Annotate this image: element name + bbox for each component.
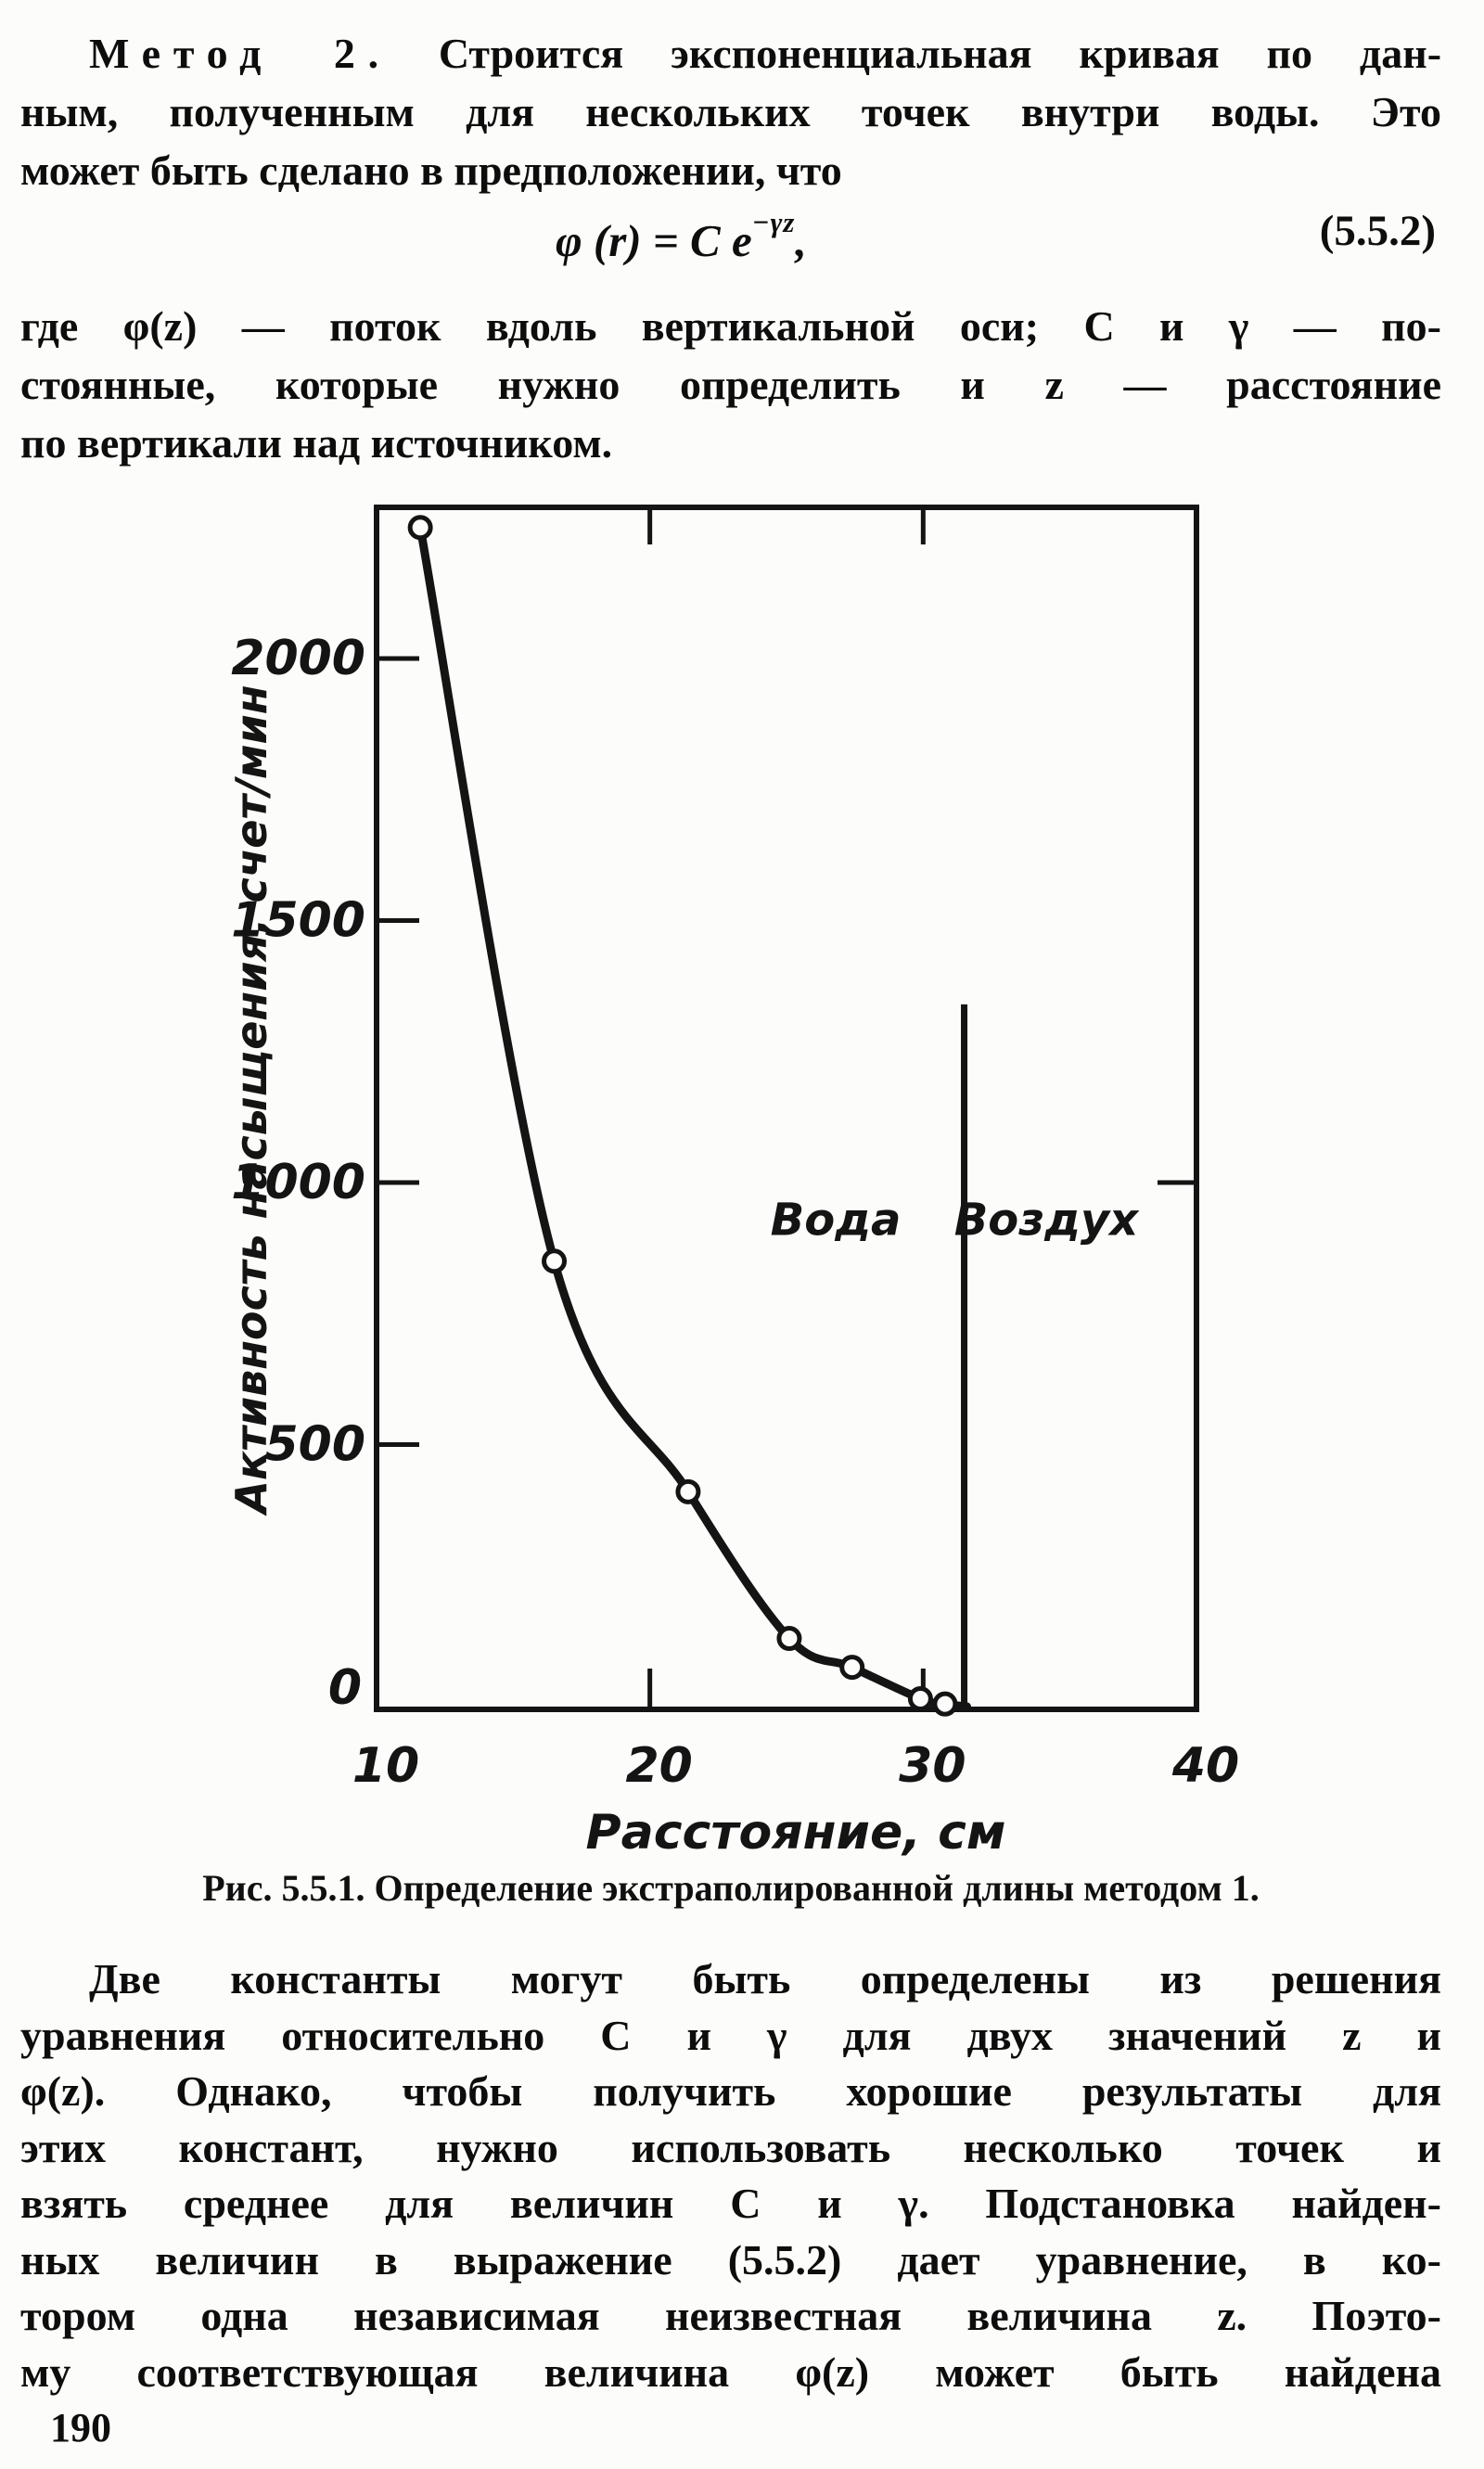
- paragraph-line: может быть сделано в предположении, что: [20, 147, 842, 194]
- region-label-air: Воздух: [954, 1195, 1141, 1247]
- paragraph-method-2: Метод 2. Строится экспоненциальная крива…: [20, 24, 1441, 199]
- y-tick-label: 1000: [231, 1155, 365, 1210]
- paragraph-where-phi: где φ(z) — поток вдоль вертикальной оси;…: [20, 297, 1441, 472]
- y-tick-label: 1500: [231, 893, 365, 949]
- paragraph-line: φ(z). Однако, чтобы получить хорошие рез…: [20, 2067, 1441, 2115]
- paragraph-line: уравнения относительно C и γ для двух зн…: [20, 2011, 1441, 2059]
- region-label-water: Вода: [771, 1195, 902, 1247]
- paragraph-line: где φ(z) — поток вдоль вертикальной оси;…: [20, 302, 1441, 350]
- equation-lhs: φ (r) = C e: [556, 215, 752, 266]
- data-point-marker: [675, 1478, 701, 1504]
- equation-number: (5.5.2): [1319, 207, 1436, 255]
- equation-552-row: φ (r) = C e−γz, (5.5.2): [20, 206, 1441, 273]
- y-axis-title: Активность насыщения, счет/мин: [226, 684, 276, 1516]
- paragraph-line: взять среднее для величин C и γ. Подстан…: [20, 2180, 1441, 2227]
- paragraph-line: стоянные, которые нужно определить и z —…: [20, 361, 1441, 408]
- equation-comma: ,: [795, 215, 807, 266]
- method-2-lead: Метод 2.: [89, 30, 391, 77]
- y-tick-label: 2000: [231, 631, 365, 686]
- x-tick-label: 20: [625, 1738, 692, 1794]
- data-point-marker: [776, 1626, 802, 1652]
- data-point-marker: [542, 1248, 568, 1274]
- data-point-marker: [407, 515, 433, 541]
- x-tick-label: 30: [899, 1738, 966, 1794]
- paragraph-line: ных величин в выражение (5.5.2) дает ура…: [20, 2235, 1441, 2284]
- y-origin-label: 0: [328, 1660, 362, 1716]
- paragraph-line: этих констант, нужно использовать нескол…: [20, 2123, 1441, 2171]
- data-point-marker: [932, 1691, 958, 1717]
- paragraph-two-constants: Две константы могут быть определены из р…: [20, 1951, 1441, 2400]
- paragraph-line: Метод 2. Строится экспоненциальная крива…: [20, 24, 1441, 83]
- paragraph-line-text: Строится экспоненциальная кривая по дан-: [438, 30, 1442, 77]
- paragraph-line: по вертикали над источником.: [20, 419, 613, 467]
- equation-exponent: −γz: [751, 206, 796, 238]
- data-point-marker: [907, 1686, 933, 1712]
- page-number: 190: [50, 2405, 111, 2450]
- x-tick-label: 40: [1171, 1738, 1239, 1794]
- plot-frame: [374, 505, 1199, 1712]
- paragraph-line: Две константы могут быть определены из р…: [89, 1955, 1441, 2002]
- figure-caption: Рис. 5.5.1. Определение экстраполированн…: [202, 1867, 1260, 1909]
- paragraph-line: му соответствующая величина φ(z) может б…: [20, 2347, 1441, 2396]
- y-tick-label: 500: [264, 1417, 365, 1473]
- x-axis-title: Расстояние, см: [586, 1805, 1006, 1861]
- paragraph-line: ным, полученным для нескольких точек вну…: [20, 88, 1441, 135]
- x-tick-label: 10: [352, 1738, 419, 1794]
- data-curve: [416, 523, 971, 1711]
- data-point-marker: [839, 1655, 865, 1681]
- equation-formula: φ (r) = C e−γz,: [556, 206, 807, 267]
- paragraph-line: тором одна независимая неизвестная велич…: [20, 2292, 1441, 2339]
